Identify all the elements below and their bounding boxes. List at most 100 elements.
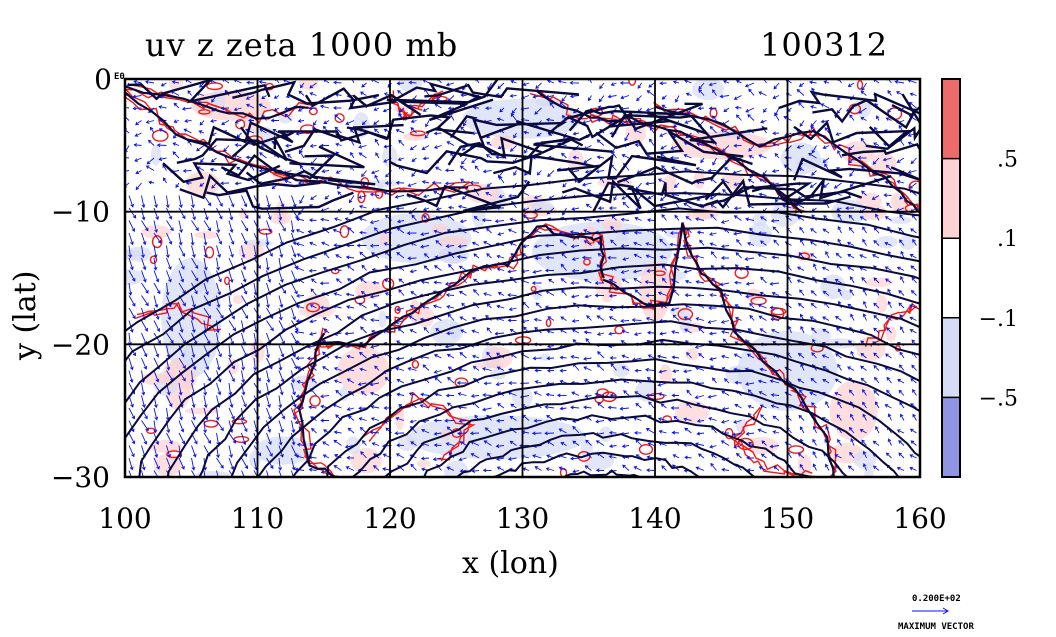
wind-vector	[623, 390, 630, 396]
wind-vector	[599, 82, 605, 90]
wind-vector	[596, 155, 605, 160]
wind-vector	[595, 218, 605, 223]
wind-vector	[371, 442, 380, 446]
wind-vector	[394, 194, 405, 199]
wind-vector	[333, 292, 342, 296]
shade-speck	[232, 294, 244, 304]
wind-vector	[409, 329, 417, 334]
wind-vector	[733, 215, 742, 221]
wind-vector	[746, 468, 755, 473]
wind-vector	[216, 270, 222, 283]
vorticity-contour-cell	[339, 225, 350, 239]
wind-vector	[559, 379, 567, 384]
wind-vector	[241, 195, 248, 208]
wind-vector	[621, 354, 630, 359]
wind-vector	[608, 206, 617, 210]
wind-vector	[522, 82, 530, 87]
wind-vector	[634, 368, 642, 373]
wind-vector	[661, 277, 667, 284]
wind-vector	[859, 216, 867, 221]
wind-vector	[295, 228, 305, 234]
wind-vector	[422, 364, 430, 371]
wind-vector	[822, 366, 830, 371]
shade-speck	[194, 231, 221, 239]
wind-vector	[672, 454, 680, 459]
wind-vector	[332, 228, 342, 234]
wind-vector	[266, 357, 273, 370]
wind-vector	[128, 407, 136, 420]
vorticity-contour	[655, 104, 919, 213]
wind-vector	[141, 295, 149, 307]
wind-vector	[198, 130, 205, 134]
wind-vector	[173, 119, 180, 124]
wind-vector	[128, 445, 135, 458]
height-contour-tropical	[493, 154, 602, 176]
height-contour-tropical	[447, 138, 584, 166]
wind-vector	[356, 243, 367, 248]
wind-vector	[569, 230, 580, 235]
wind-vector	[241, 245, 246, 259]
wind-vector	[659, 81, 667, 86]
wind-vector	[759, 404, 767, 409]
wind-vector	[153, 345, 160, 358]
wind-vector	[447, 376, 455, 384]
wind-vector	[360, 451, 367, 459]
height-contour-tropical	[176, 134, 289, 164]
wind-vector	[837, 213, 842, 221]
wind-vector	[583, 240, 592, 246]
wind-vector	[661, 104, 667, 109]
wind-vector	[473, 215, 480, 221]
height-contour-tropical	[391, 79, 500, 105]
wind-vector	[133, 143, 142, 147]
wind-vector	[633, 278, 642, 284]
wind-vector	[549, 101, 555, 109]
wind-vector	[141, 382, 146, 396]
wind-vector	[648, 82, 655, 88]
wind-vector	[771, 255, 780, 260]
wind-vector	[885, 164, 892, 171]
wind-vector	[645, 254, 655, 259]
y-top-tick-suffix: E0	[114, 72, 125, 82]
wind-vector	[497, 82, 505, 90]
wind-vector	[560, 278, 567, 284]
wind-vector	[395, 307, 405, 312]
wind-vector	[719, 282, 730, 287]
wind-vector	[278, 195, 285, 208]
wind-vector	[661, 214, 667, 221]
wind-vector	[370, 170, 380, 175]
wind-vector	[358, 217, 367, 221]
wind-vector	[810, 228, 817, 234]
wind-vector	[720, 220, 730, 224]
wind-vector	[215, 320, 220, 334]
wind-vector	[495, 155, 505, 160]
wind-vector	[299, 165, 305, 171]
shade-speck	[797, 454, 812, 476]
wind-vector	[773, 82, 780, 90]
wind-vector	[369, 192, 380, 197]
height-contour-tropical	[704, 179, 863, 201]
shade-speck	[811, 327, 831, 345]
wind-vector	[144, 80, 155, 84]
wind-vector	[733, 206, 742, 211]
wind-vector	[369, 391, 380, 396]
wind-vector	[699, 239, 705, 246]
wind-vector	[484, 427, 492, 434]
wind-vector	[483, 240, 492, 246]
wind-vector	[771, 291, 780, 296]
wind-vector	[884, 353, 892, 359]
vorticity-contour-cell	[583, 258, 591, 266]
wind-vector	[532, 269, 542, 274]
wind-vector	[608, 454, 617, 459]
wind-vector	[637, 82, 642, 89]
wind-vector	[721, 366, 730, 371]
wind-vector	[178, 270, 185, 283]
wind-vector	[872, 157, 880, 165]
wind-vector	[571, 257, 580, 261]
wind-vector	[671, 166, 680, 171]
wind-vector	[433, 131, 442, 136]
wind-vector	[825, 401, 830, 409]
vorticity-contour-cell	[206, 82, 224, 91]
wind-vector	[772, 226, 780, 234]
wind-vector	[695, 217, 705, 222]
wind-vector	[421, 428, 430, 434]
